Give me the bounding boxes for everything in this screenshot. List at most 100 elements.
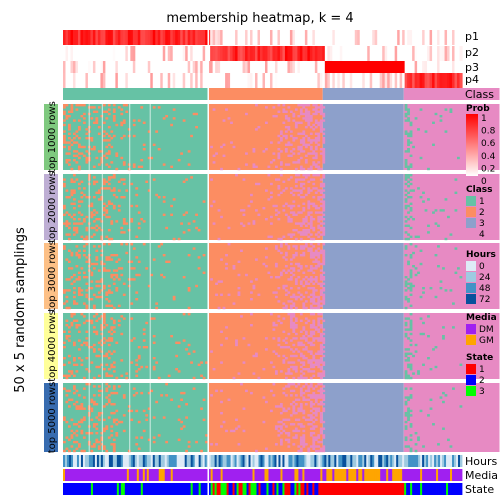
heat-cell bbox=[72, 189, 76, 192]
bottom-cell bbox=[398, 469, 401, 481]
heat-cell bbox=[302, 368, 306, 371]
heat-cell bbox=[317, 137, 321, 140]
heat-cell bbox=[127, 163, 131, 166]
heat-cell bbox=[312, 431, 316, 435]
heat-cell bbox=[147, 156, 151, 160]
heat-cell bbox=[442, 337, 445, 340]
heat-cell bbox=[309, 396, 313, 399]
bottom-cell bbox=[436, 455, 439, 467]
heat-cell bbox=[207, 420, 211, 424]
prob-cell bbox=[267, 73, 271, 88]
heat-cell bbox=[312, 354, 316, 358]
heat-cell bbox=[90, 213, 94, 216]
heat-cell bbox=[287, 126, 291, 129]
prob-cell bbox=[252, 61, 256, 76]
heat-cell bbox=[312, 260, 316, 263]
heat-cell bbox=[284, 130, 288, 133]
bottom-cell bbox=[372, 483, 375, 495]
legend-hours-title: Hours bbox=[466, 250, 496, 260]
heat-cell bbox=[77, 425, 81, 428]
heat-cell bbox=[314, 204, 318, 208]
heat-cell bbox=[97, 414, 101, 417]
prob-cell bbox=[267, 46, 271, 61]
heat-cell bbox=[409, 332, 413, 336]
heat-cell bbox=[284, 284, 288, 288]
heat-cell bbox=[314, 119, 318, 122]
prob-cell bbox=[97, 30, 102, 45]
heat-cell bbox=[122, 394, 126, 397]
heat-cell bbox=[135, 204, 139, 208]
heat-cell bbox=[317, 304, 321, 307]
heat-cell bbox=[289, 220, 293, 223]
heat-cell bbox=[319, 352, 323, 355]
heat-cell bbox=[97, 280, 101, 283]
heat-cell bbox=[72, 222, 76, 225]
bottom-cell bbox=[378, 483, 381, 495]
prob-cell bbox=[242, 73, 246, 88]
heat-cell bbox=[289, 306, 293, 310]
prob-cell bbox=[289, 61, 294, 76]
heat-cell bbox=[65, 337, 69, 340]
heat-cell bbox=[97, 341, 101, 344]
prob-cell bbox=[417, 73, 421, 88]
heat-cell bbox=[292, 233, 296, 236]
prob-cell bbox=[297, 30, 301, 45]
heat-cell bbox=[312, 411, 316, 415]
heat-cell bbox=[314, 418, 318, 422]
heat-cell bbox=[317, 161, 321, 164]
heat-cell bbox=[407, 191, 410, 194]
prob-cell bbox=[289, 30, 294, 45]
heat-cell bbox=[314, 414, 318, 417]
heat-cell bbox=[72, 403, 76, 406]
heat-cell bbox=[237, 273, 241, 277]
heat-cell bbox=[294, 337, 298, 340]
bottom-cell bbox=[282, 469, 285, 481]
heat-cell bbox=[287, 418, 291, 422]
heat-cell bbox=[85, 276, 89, 279]
heat-cell bbox=[314, 398, 318, 402]
class-3-region bbox=[322, 174, 404, 240]
bottom-cell bbox=[106, 469, 110, 481]
heat-cell bbox=[404, 119, 408, 122]
bottom-cell bbox=[442, 469, 445, 481]
bottom-cell bbox=[306, 469, 309, 481]
bottom-cell bbox=[276, 455, 279, 467]
bottom-cell bbox=[172, 469, 176, 481]
heat-cell bbox=[107, 330, 111, 333]
prob-cell bbox=[332, 30, 336, 45]
heat-cell bbox=[312, 374, 316, 377]
bottom-cell bbox=[344, 455, 347, 467]
class-track-cell-1 bbox=[63, 88, 209, 100]
heat-cell bbox=[110, 425, 114, 428]
bottom-cell bbox=[306, 483, 309, 495]
heat-cell bbox=[317, 262, 321, 266]
heat-cell bbox=[77, 407, 81, 410]
bottom-cell bbox=[154, 469, 158, 481]
heat-cell bbox=[205, 361, 208, 364]
heat-cell bbox=[302, 304, 306, 307]
prob-cell bbox=[257, 46, 261, 61]
heat-cell bbox=[70, 445, 74, 448]
heat-cell bbox=[322, 332, 326, 336]
prob-cell bbox=[389, 61, 393, 76]
heat-cell bbox=[97, 389, 101, 393]
bottom-cell bbox=[432, 469, 435, 481]
heat-cell bbox=[180, 391, 183, 395]
bottom-cell bbox=[208, 483, 212, 495]
heat-cell bbox=[404, 306, 408, 310]
bottom-cell bbox=[102, 455, 106, 467]
prob-cell bbox=[190, 61, 194, 76]
heat-cell bbox=[112, 443, 116, 446]
heat-cell bbox=[317, 302, 321, 305]
heat-cell bbox=[72, 213, 76, 216]
heat-cell bbox=[409, 352, 413, 355]
heat-cell bbox=[130, 243, 134, 246]
heat-cell bbox=[302, 233, 306, 236]
heat-cell bbox=[319, 335, 323, 338]
prob-cell bbox=[402, 46, 406, 61]
heat-cell bbox=[247, 204, 251, 208]
bottom-cell bbox=[138, 483, 142, 495]
prob-cell bbox=[230, 46, 234, 61]
prob-cell bbox=[317, 46, 321, 61]
prob-cell bbox=[327, 73, 331, 88]
